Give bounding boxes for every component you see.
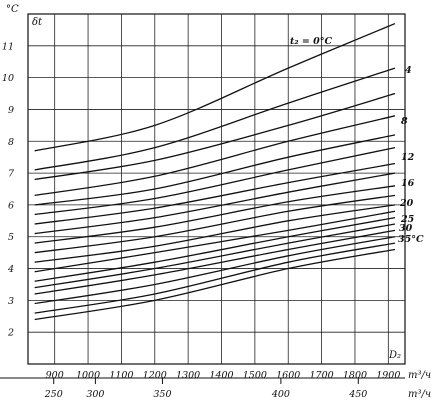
- x-axis-unit: m³/ч: [408, 370, 431, 381]
- curve-label-1: 4: [405, 65, 412, 76]
- y-axis-label: δt: [32, 17, 43, 28]
- y-tick-label: 2: [7, 328, 14, 339]
- y-tick-label: 7: [8, 169, 15, 180]
- x-tick-label: 1300: [176, 370, 200, 381]
- curve-label-7: 16: [401, 178, 415, 189]
- series-line-11: [34, 210, 396, 273]
- series-line-12: [34, 216, 396, 282]
- x-tick-label: 900: [46, 370, 64, 381]
- series-line-13: [34, 223, 396, 289]
- x-tick-label: 1000: [76, 370, 100, 381]
- series-line-16: [34, 242, 396, 314]
- y-tick-label: 11: [2, 41, 14, 52]
- x-tick-label: 1200: [143, 370, 167, 381]
- x-tick-label: 1700: [309, 370, 333, 381]
- x-tick-label: 1800: [343, 370, 367, 381]
- x-axis-label: D₂: [388, 350, 401, 361]
- x-tick-label: 1100: [109, 370, 133, 381]
- y-tick-label: 10: [2, 73, 14, 84]
- series-line-3: [34, 115, 396, 197]
- y-axis-unit: °C: [6, 4, 19, 15]
- grid: [0, 13, 406, 384]
- labels: 900 1000 1100 1200 1300 1400 1500 1600 1700 1800 1…: [2, 4, 431, 400]
- secondary-axis-tick-label: 350: [153, 389, 171, 400]
- series-line-17: [34, 248, 396, 321]
- series-line-5: [34, 146, 396, 216]
- curve-label-9: 20: [399, 198, 414, 209]
- plot-frame: [27, 13, 406, 365]
- series-line-6: [34, 162, 396, 225]
- y-tick-label: 4: [7, 264, 14, 275]
- curve-label-17: 35°C: [398, 234, 424, 245]
- series-line-10: [34, 204, 396, 263]
- x-tick-label: 1500: [243, 370, 267, 381]
- curve-label-5: 12: [401, 152, 415, 163]
- series-line-2: [34, 92, 396, 181]
- series-line-0: [34, 22, 396, 152]
- curve-label-12: 25: [400, 214, 415, 225]
- x-tick-label: 1600: [276, 370, 300, 381]
- series-line-9: [34, 194, 396, 254]
- y-tick-label: 8: [8, 137, 14, 148]
- secondary-axis-unit: m³/ч: [408, 389, 431, 400]
- x-tick-label: 1900: [376, 370, 400, 381]
- curve-label-0: t₂ = 0°C: [290, 36, 332, 47]
- series-line-8: [34, 185, 396, 244]
- series-line-4: [34, 134, 396, 206]
- series-line-14: [34, 229, 396, 295]
- secondary-axis-tick-label: 400: [271, 389, 290, 400]
- curves: [34, 22, 396, 321]
- secondary-axis-tick-label: 250: [44, 389, 63, 400]
- y-tick-label: 6: [8, 200, 14, 211]
- y-tick-label: 3: [8, 296, 14, 307]
- series-line-15: [34, 236, 396, 305]
- curve-label-3: 8: [401, 116, 408, 127]
- secondary-axis-tick-label: 300: [86, 389, 104, 400]
- secondary-axis-tick-label: 450: [348, 389, 367, 400]
- series-line-1: [34, 67, 396, 171]
- curve-label-14: 30: [399, 223, 413, 234]
- y-tick-label: 5: [8, 232, 14, 243]
- x-tick-label: 1400: [209, 370, 233, 381]
- y-tick-label: 9: [8, 105, 14, 116]
- series-line-7: [34, 172, 396, 235]
